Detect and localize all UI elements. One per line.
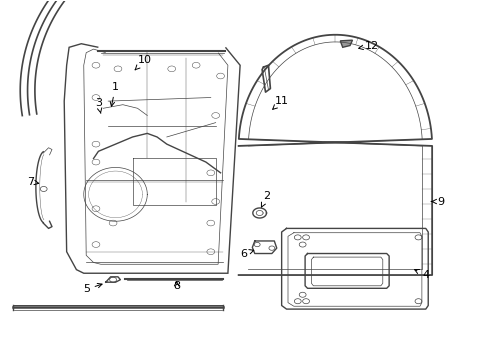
Text: 6: 6 (241, 248, 254, 258)
Text: 3: 3 (95, 98, 102, 113)
Text: 9: 9 (431, 197, 444, 207)
Polygon shape (340, 40, 352, 47)
Text: 10: 10 (135, 55, 152, 70)
Text: 2: 2 (261, 191, 270, 207)
Text: 5: 5 (83, 283, 102, 294)
Text: 4: 4 (415, 270, 429, 280)
Text: 1: 1 (110, 82, 119, 106)
Text: 7: 7 (27, 177, 39, 187)
Text: 12: 12 (359, 41, 379, 50)
Text: 11: 11 (272, 96, 289, 109)
Text: 8: 8 (173, 281, 180, 291)
